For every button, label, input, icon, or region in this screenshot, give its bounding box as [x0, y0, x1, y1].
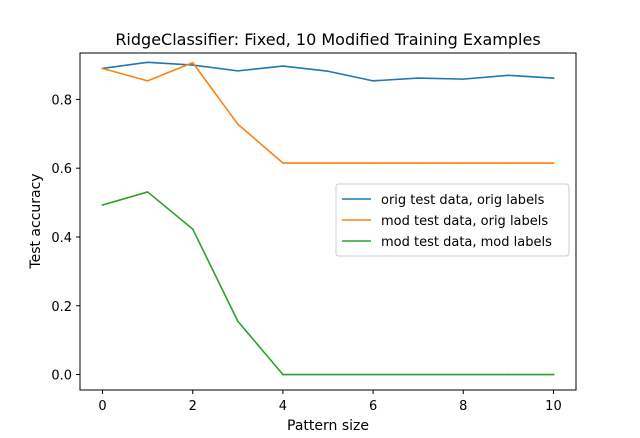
data-point — [417, 162, 419, 164]
data-point — [282, 162, 284, 164]
data-point — [327, 373, 329, 376]
data-point — [372, 373, 374, 376]
x-tick-label: 6 — [369, 399, 377, 414]
legend-label-2: mod test data, mod labels — [381, 235, 552, 250]
legend-box — [335, 183, 570, 257]
data-point — [462, 78, 465, 80]
data-point — [327, 162, 329, 164]
data-point — [146, 80, 149, 82]
data-point — [237, 320, 239, 323]
data-point — [237, 123, 239, 125]
data-point — [372, 162, 374, 164]
data-point — [101, 67, 104, 70]
data-point — [191, 228, 194, 230]
y-tick-label: 0.2 — [51, 300, 72, 315]
data-point — [327, 70, 329, 73]
data-point — [462, 162, 465, 164]
data-point — [237, 70, 239, 72]
data-point — [191, 61, 194, 64]
chart-title: RidgeClassifier: Fixed, 10 Modified Trai… — [115, 30, 540, 49]
x-tick-label: 2 — [189, 399, 197, 414]
x-axis-label: Pattern size — [287, 418, 369, 434]
y-axis-ticks: 0.0 0.2 0.4 0.6 0.8 — [51, 93, 80, 384]
data-point — [552, 77, 555, 79]
legend-label-0: orig test data, orig labels — [381, 193, 545, 208]
data-point — [372, 80, 374, 82]
y-tick-label: 0.8 — [51, 93, 72, 108]
y-axis-label: Test accuracy — [28, 173, 44, 269]
x-tick-label: 4 — [279, 399, 287, 414]
data-point — [282, 373, 284, 376]
x-axis-ticks: 0 2 4 6 8 10 — [98, 390, 562, 414]
data-point — [101, 204, 104, 206]
axes-frame — [79, 52, 577, 391]
data-point — [462, 373, 465, 376]
y-tick-label: 0.6 — [51, 162, 72, 177]
data-point — [552, 162, 555, 164]
data-point — [507, 373, 510, 376]
data-point — [552, 373, 555, 376]
x-tick-label: 0 — [98, 399, 106, 414]
series-layer — [101, 61, 555, 376]
data-point — [146, 61, 149, 64]
data-point — [417, 77, 419, 79]
data-point — [417, 373, 419, 376]
data-point — [507, 74, 510, 77]
data-point — [191, 64, 194, 66]
x-tick-label: 8 — [459, 399, 467, 414]
data-point — [507, 162, 510, 164]
data-point — [282, 65, 284, 67]
y-tick-label: 0.0 — [51, 369, 72, 384]
data-point — [146, 191, 149, 193]
x-tick-label: 10 — [545, 399, 562, 414]
y-tick-label: 0.4 — [51, 231, 72, 246]
legend: orig test data, orig labels mod test data… — [335, 183, 570, 257]
legend-label-1: mod test data, orig labels — [381, 214, 548, 229]
